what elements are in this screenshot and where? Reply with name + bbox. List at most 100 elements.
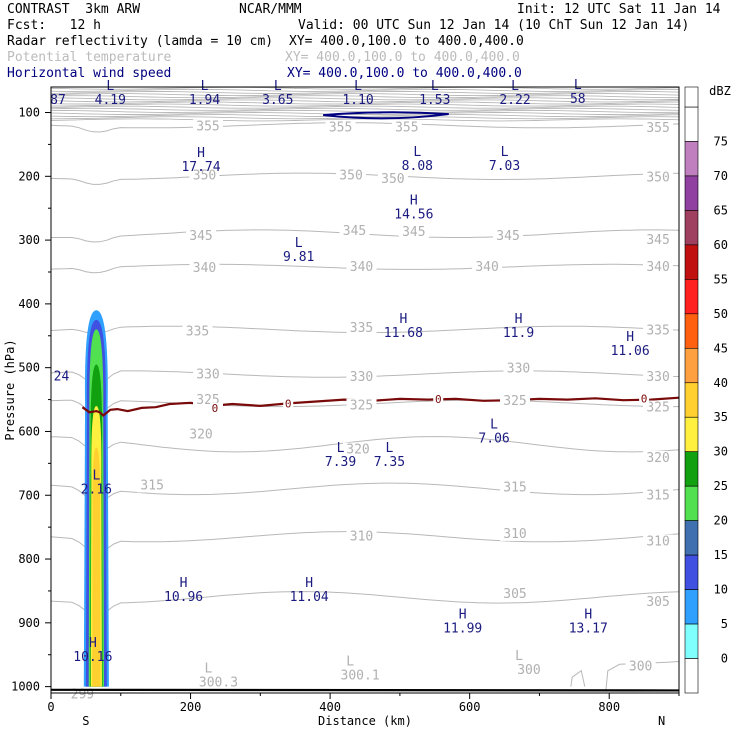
- colorbar-level-label: 10: [714, 583, 728, 597]
- field-name-theta: Potential temperature: [7, 50, 172, 65]
- field-name-wind: Horizontal wind speed: [7, 66, 172, 81]
- theta-label-bg: [346, 320, 377, 335]
- theta-label: 315: [503, 480, 526, 495]
- colorbar-swatch: [684, 141, 699, 177]
- colorbar-swatch: [684, 520, 699, 556]
- theta-label: 350: [193, 168, 216, 183]
- wind-extremum-high: H: [180, 576, 188, 591]
- theta-line: [51, 105, 679, 109]
- theta-low-marker: L: [515, 649, 523, 664]
- wind-extremum-value: 11.9: [503, 326, 534, 341]
- wind-extremum-value: 14.56: [394, 207, 433, 222]
- zero-contour: [81, 396, 679, 417]
- theta-label-bg: [182, 324, 213, 339]
- theta-line: [51, 109, 679, 113]
- x-tick-label: 200: [180, 700, 202, 714]
- wind-extremum-value: 7.39: [325, 455, 356, 470]
- theta-label-bg: [67, 687, 98, 702]
- theta-line: [51, 114, 679, 118]
- theta-label: 310: [646, 535, 669, 550]
- wind-extremum-value: 1.10: [342, 93, 373, 108]
- theta-label-bg: [137, 478, 168, 493]
- field-xy-theta: XY= 400.0,100.0 to 400.0,400.0: [285, 50, 520, 65]
- theta-label-bg: [377, 172, 408, 187]
- theta-label: 335: [350, 321, 373, 336]
- theta-line: [51, 122, 679, 133]
- valid-time: Valid: 00 UTC Sun 12 Jan 14 (10 ChT Sun …: [298, 18, 690, 33]
- wind-extremum-value: 1.53: [419, 93, 450, 108]
- y-tick-label: 400: [18, 297, 40, 311]
- model-title: CONTRAST 3km ARW: [7, 2, 141, 17]
- colorbar-level-label: 45: [714, 341, 728, 355]
- theta-label: 330: [196, 367, 219, 382]
- theta-line: [51, 103, 679, 107]
- theta-label-bg: [346, 369, 377, 384]
- colorbar-level-label: 75: [714, 134, 728, 148]
- theta-label-bg: [643, 534, 674, 549]
- theta-label-bg: [346, 529, 377, 544]
- theta-label: 345: [343, 224, 366, 239]
- reflectivity-35-dbz: [92, 447, 101, 687]
- zero-label-bg: [639, 393, 650, 405]
- wind-extremum-high: H: [197, 146, 205, 161]
- wind-extremum-value: 7.03: [489, 159, 520, 174]
- field-name-reflectivity: Radar reflectivity (lamda = 10 cm): [7, 34, 274, 49]
- theta-line: [51, 112, 679, 116]
- colorbar-swatch: [684, 589, 699, 625]
- colorbar-swatch: [684, 279, 699, 315]
- colorbar-level-label: 20: [714, 514, 728, 528]
- theta-label: 345: [189, 229, 212, 244]
- theta-label: 340: [646, 260, 669, 275]
- y-tick-label: 700: [18, 488, 40, 502]
- wind-contours: [323, 111, 449, 120]
- colorbar-swatch: [684, 658, 699, 694]
- theta-line: [605, 661, 679, 692]
- colorbar-level-label: 55: [714, 272, 728, 286]
- colorbar-level-label: 60: [714, 238, 728, 252]
- wind-extremum-value: 1.94: [189, 93, 220, 108]
- wind-extremum-value: 7.06: [478, 431, 509, 446]
- theta-label-bg: [643, 121, 674, 136]
- theta-label-bg: [500, 394, 531, 409]
- theta-label: 350: [646, 170, 669, 185]
- x-tick-label: 600: [459, 700, 481, 714]
- wind-extremum-value: 24: [54, 369, 70, 384]
- wind-extremum-value: 11.68: [384, 326, 423, 341]
- theta-label: 355: [395, 121, 418, 136]
- colorbar-top-cap: [684, 86, 699, 108]
- y-tick-label: 900: [18, 616, 40, 630]
- reflectivity-column: [83, 310, 109, 687]
- endpoint-south: S: [82, 714, 89, 728]
- theta-label: 350: [381, 172, 404, 187]
- theta-low-marker: L: [346, 655, 354, 670]
- y-tick-label: 600: [18, 424, 40, 438]
- wind-extremum-value: 11.04: [290, 590, 329, 605]
- field-xy-wind: XY= 400.0,100.0 to 400.0,400.0: [287, 66, 522, 81]
- colorbar-level-label: 50: [714, 307, 728, 321]
- colorbar-swatch: [684, 416, 699, 453]
- theta-label: 345: [646, 233, 669, 248]
- wind-extremum-high: H: [410, 193, 418, 208]
- theta-label: 315: [646, 489, 669, 504]
- wind-extremum-high: H: [399, 312, 407, 327]
- colorbar-swatch: [684, 175, 699, 211]
- zero-label-bg: [433, 393, 444, 405]
- theta-label: 325: [503, 394, 526, 409]
- theta-label: 345: [496, 229, 519, 244]
- theta-label: 355: [646, 121, 669, 136]
- theta-label-bg: [343, 442, 374, 457]
- x-tick-label: 0: [47, 700, 54, 714]
- wind-extremum-value: 8.08: [402, 159, 433, 174]
- wind-extremum-low: L: [574, 78, 582, 93]
- wind-extremum-low: L: [386, 441, 394, 456]
- wind-extremum-value: 2.16: [81, 482, 112, 497]
- theta-line: [51, 87, 679, 90]
- theta-label-bg: [643, 595, 674, 610]
- endpoint-north: N: [658, 714, 665, 728]
- colorbar-level-label: 25: [714, 479, 728, 493]
- theta-label-bg: [391, 120, 422, 135]
- zero-contour-label: 0: [641, 392, 648, 405]
- wind-extremum-low: L: [490, 417, 498, 432]
- wind-extremum-high: H: [89, 636, 97, 651]
- theta-label-bg: [643, 323, 674, 338]
